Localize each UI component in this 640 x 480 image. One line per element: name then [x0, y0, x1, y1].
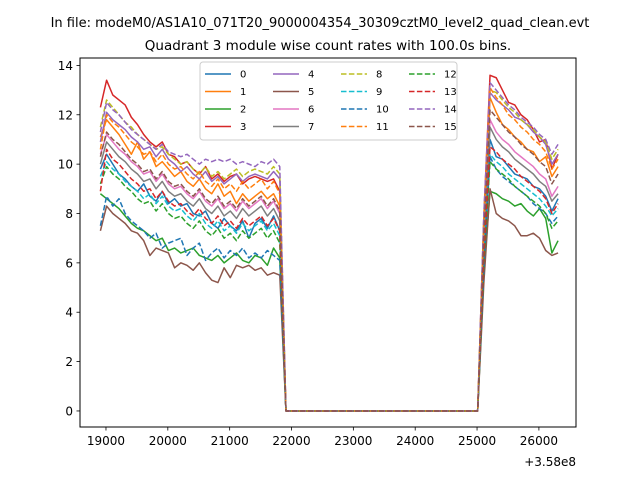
plot-frame	[79, 57, 577, 428]
legend-label-10: 10	[376, 105, 389, 116]
series-layer	[99, 74, 559, 412]
legend-label-6: 6	[308, 105, 314, 116]
y-tick-label: 12	[58, 108, 73, 122]
legend-label-5: 5	[308, 87, 314, 98]
legend-label-9: 9	[376, 87, 382, 98]
series-line-15	[99, 109, 559, 412]
y-tick-label: 4	[65, 306, 73, 320]
x-tick-label: 22000	[272, 434, 310, 448]
x-tick-label: 20000	[149, 434, 187, 448]
legend-label-15: 15	[444, 122, 457, 133]
y-tick-label: 0	[65, 404, 73, 418]
y-tick-label: 8	[65, 207, 73, 221]
legend-label-14: 14	[444, 105, 457, 116]
legend-label-11: 11	[376, 122, 389, 133]
y-tick-label: 6	[65, 256, 73, 270]
y-tick-label: 14	[58, 59, 73, 73]
x-tick-label: 23000	[334, 434, 372, 448]
x-offset-label: +3.58e8	[524, 455, 576, 469]
x-tick-label: 24000	[396, 434, 434, 448]
legend-label-8: 8	[376, 70, 382, 81]
chart-suptitle: In file: modeM0/AS1A10_071T20_9000004354…	[51, 16, 590, 31]
chart-title: Quadrant 3 module wise count rates with …	[145, 38, 511, 54]
x-tick-label: 26000	[520, 434, 558, 448]
x-tick-label: 25000	[458, 434, 496, 448]
y-tick-label: 2	[65, 355, 73, 369]
y-axis: 0 2 4 6 8 10 12 14	[58, 59, 80, 418]
legend-label-13: 13	[444, 87, 457, 98]
legend-box	[199, 61, 458, 141]
x-axis: 19000 20000 21000 22000 23000 24000 25000 26000	[87, 427, 558, 448]
legend-label-12: 12	[444, 70, 457, 81]
series-line-10	[99, 155, 559, 412]
legend-label-7: 7	[308, 122, 314, 133]
legend-label-1: 1	[240, 87, 246, 98]
x-tick-label: 19000	[87, 434, 125, 448]
legend-label-4: 4	[308, 70, 314, 81]
legend-label-0: 0	[240, 70, 246, 81]
y-tick-label: 10	[58, 158, 73, 172]
legend-label-3: 3	[240, 122, 246, 133]
legend-label-2: 2	[240, 105, 246, 116]
x-tick-label: 21000	[211, 434, 249, 448]
